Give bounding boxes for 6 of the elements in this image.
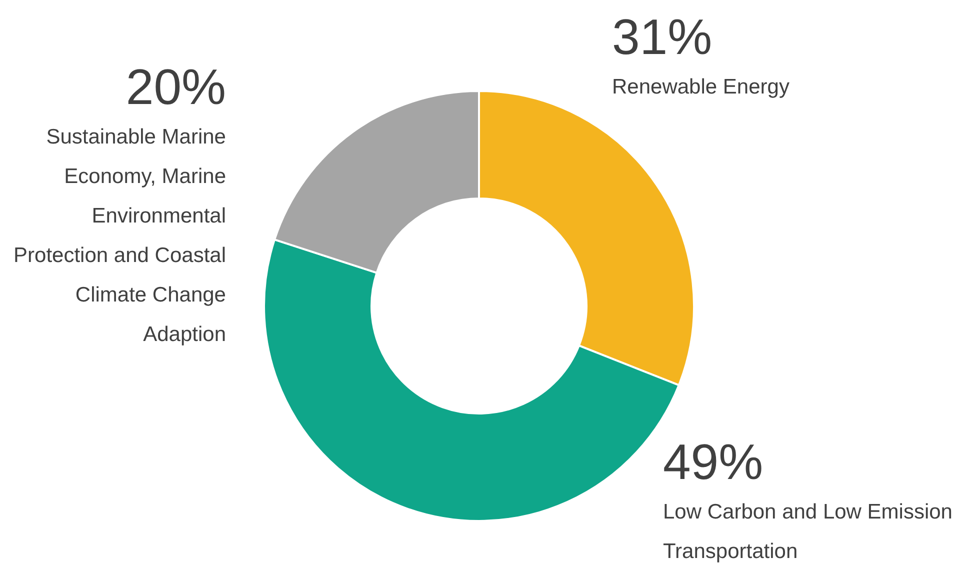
slice-label: Sustainable Marine Economy, Marine Environmental Protection and Coastal Climate Change Adaption <box>14 125 226 346</box>
data-label: 31% <box>612 8 712 65</box>
slice-label: Low Carbon and Low Emission Transportation <box>663 500 952 563</box>
data-label: 20% <box>126 58 226 115</box>
data-label: 49% <box>663 434 764 490</box>
slice-label: Renewable Energy <box>612 75 790 98</box>
